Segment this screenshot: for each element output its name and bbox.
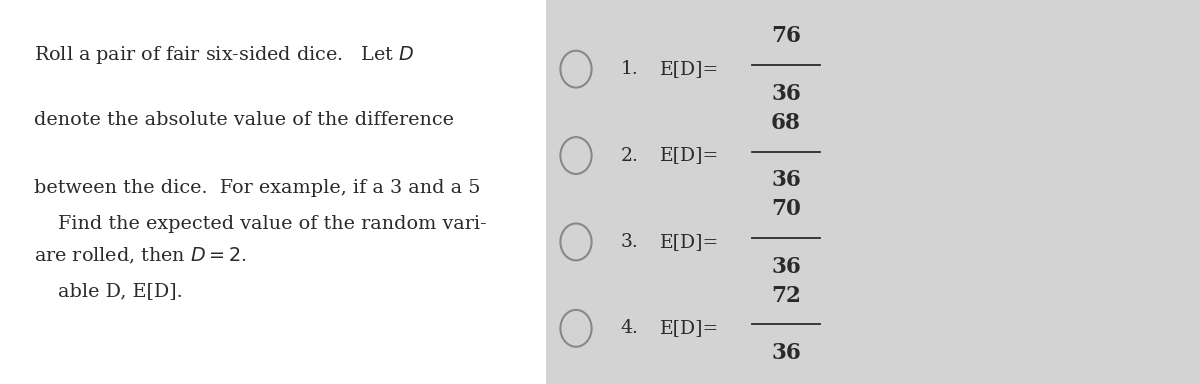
Text: 36: 36	[772, 83, 800, 105]
Text: 4.: 4.	[620, 319, 638, 337]
Bar	[0, 0, 546, 384]
Text: Find the expected value of the random vari-: Find the expected value of the random va…	[58, 215, 486, 233]
Text: E[D]=: E[D]=	[660, 147, 719, 164]
Text: 76: 76	[772, 25, 802, 48]
Text: between the dice.  For example, if a 3 and a 5: between the dice. For example, if a 3 an…	[34, 179, 480, 197]
Text: E[D]=: E[D]=	[660, 233, 719, 251]
Text: able D, E[D].: able D, E[D].	[58, 282, 182, 300]
Bar	[546, 0, 1200, 384]
Text: 72: 72	[772, 285, 800, 307]
Text: are rolled, then $D = 2$.: are rolled, then $D = 2$.	[34, 246, 246, 266]
Text: Roll a pair of fair six-sided dice.   Let $D$: Roll a pair of fair six-sided dice. Let …	[34, 44, 414, 66]
Text: 36: 36	[772, 342, 800, 364]
Text: 36: 36	[772, 169, 800, 192]
Text: E[D]=: E[D]=	[660, 319, 719, 337]
Text: 68: 68	[772, 112, 802, 134]
Text: 3.: 3.	[620, 233, 638, 251]
Text: 70: 70	[772, 198, 800, 220]
Text: denote the absolute value of the difference: denote the absolute value of the differe…	[34, 111, 454, 129]
Text: 36: 36	[772, 256, 800, 278]
Text: 2.: 2.	[620, 147, 638, 164]
Text: 1.: 1.	[620, 60, 638, 78]
Text: E[D]=: E[D]=	[660, 60, 719, 78]
